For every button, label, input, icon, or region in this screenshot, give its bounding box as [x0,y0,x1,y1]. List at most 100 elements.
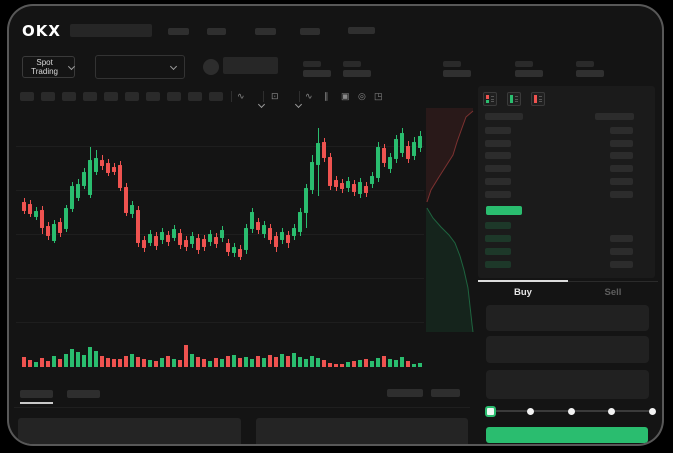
total-input[interactable] [486,370,649,399]
stat-label-placeholder [576,61,594,67]
candle-body [142,240,146,248]
buy-submit-button[interactable] [486,427,648,443]
candle-body [58,222,62,233]
candle-body [196,238,200,250]
slider-stop-dot[interactable] [527,407,534,415]
candle-body [202,239,206,247]
candle-body [322,142,326,158]
indicators-icon[interactable]: ∿ [305,91,313,101]
timeframe-button[interactable] [104,92,118,101]
tab-sell[interactable]: Sell [568,283,658,301]
volume-bar [28,360,32,367]
candle-body [76,184,80,198]
ask-row-price-placeholder [485,165,511,172]
candle-body [358,182,362,194]
compare-icon[interactable]: ∥ [324,91,329,101]
candlestick-chart[interactable] [9,6,662,444]
candle-style-chevron-icon[interactable] [290,94,303,109]
nav-item-placeholder[interactable] [300,28,320,35]
book-view-bids-icon[interactable] [507,92,521,106]
candle-body [364,186,368,193]
volume-bar [292,353,296,367]
volume-bar [262,358,266,367]
ask-row-size-placeholder [610,127,633,134]
volume-bar [118,359,122,367]
pair-selector-dropdown[interactable] [95,55,185,79]
line-style-icon[interactable]: ∿ [237,91,245,101]
timeframe-button[interactable] [209,92,223,101]
candle-style-icon[interactable]: ⊡ [271,91,279,101]
bottom-tab-placeholder[interactable] [67,390,100,398]
volume-bar [286,356,290,367]
slider-stop-dot[interactable] [567,407,575,415]
bottom-action-placeholder[interactable] [387,389,423,397]
nav-item-placeholder[interactable] [168,28,189,35]
timeframe-button[interactable] [125,92,139,101]
stat-value-placeholder [303,70,331,77]
candle-body [352,184,356,192]
book-view-asks-icon[interactable] [531,92,545,106]
volume-bar [382,356,386,367]
volume-bar [226,356,230,367]
bid-row-price-placeholder [485,261,511,268]
volume-bar [394,360,398,367]
timeframe-button[interactable] [188,92,202,101]
candle-body [166,235,170,242]
candle-body [376,147,380,178]
timeframe-button[interactable] [83,92,97,101]
pair-name-placeholder [223,57,278,74]
slider-handle[interactable] [484,405,496,417]
nav-item-placeholder[interactable] [348,27,375,34]
stat-value-placeholder [343,70,371,77]
stat-value-placeholder [443,70,471,77]
app-window: OKX Spot Trading [7,4,664,446]
screenshot-icon[interactable]: ▣ [341,91,350,101]
stat-label-placeholder [303,61,321,67]
volume-bar [112,359,116,367]
candle-body [220,230,224,238]
ask-row-price-placeholder [485,127,511,134]
alert-icon[interactable]: ◎ [358,91,366,101]
candle-body [412,142,416,156]
volume-bar [46,361,50,367]
candle-body [310,162,314,190]
volume-bar [82,355,86,367]
stat-label-placeholder [443,61,461,67]
candle-body [418,136,422,148]
amount-input[interactable] [486,336,649,363]
book-icon-lines [515,95,518,103]
volume-bar [148,360,152,367]
volume-bar [142,359,146,367]
slider-stop-dot[interactable] [608,407,615,415]
market-type-dropdown[interactable]: Spot Trading [22,56,76,78]
nav-item-placeholder[interactable] [207,28,226,35]
price-input[interactable] [486,305,649,331]
last-price-bar [486,206,522,215]
volume-bar [154,361,158,367]
timeframe-button[interactable] [62,92,76,101]
volume-bar [244,357,248,367]
bottom-tab-placeholder[interactable] [20,390,53,398]
candle-body [394,139,398,159]
timeframe-button[interactable] [167,92,181,101]
volume-bar [298,357,302,367]
candle-body [268,228,272,240]
timeframe-button[interactable] [41,92,55,101]
fullscreen-icon[interactable]: ◳ [374,91,383,101]
timeframe-button[interactable] [146,92,160,101]
book-icon-lines [491,95,494,103]
nav-item-placeholder[interactable] [255,28,276,35]
book-view-combined-icon[interactable] [483,92,497,106]
candle-body [22,202,26,211]
volume-bar [172,359,176,367]
tab-buy[interactable]: Buy [478,283,568,301]
candle-body [250,212,254,229]
candle-body [154,236,158,246]
candle-body [112,167,116,172]
okx-logo: OKX [22,22,61,40]
timeframe-button[interactable] [20,92,34,101]
bottom-action-placeholder[interactable] [431,389,460,397]
candle-body [370,176,374,184]
slider-stop-dot[interactable] [648,407,656,415]
candle-body [334,180,338,187]
